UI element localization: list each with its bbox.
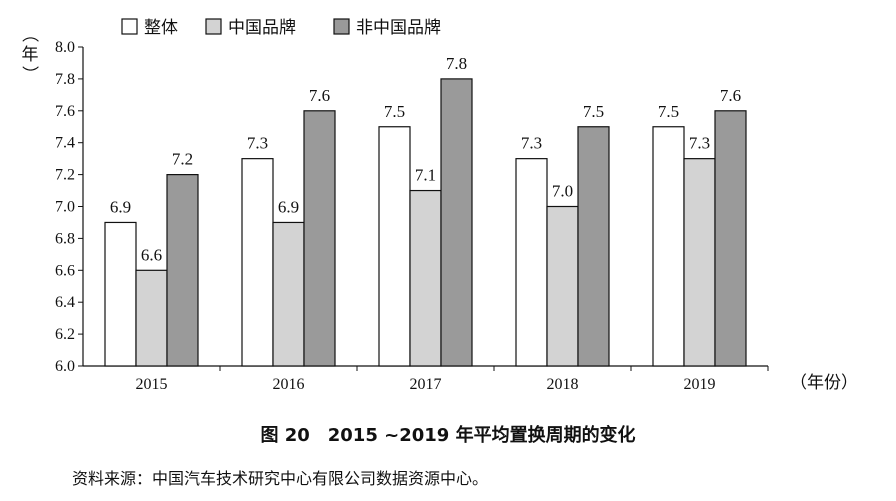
chart-title: 图 20 2015 ~2019 年平均置换周期的变化 [260, 425, 636, 446]
data-label: 7.5 [658, 102, 679, 121]
data-label: 7.3 [689, 134, 710, 153]
data-label: 7.5 [384, 102, 405, 121]
data-label: 7.8 [446, 54, 467, 73]
y-tick-label: 6.6 [55, 262, 75, 279]
x-tick-label: 2016 [273, 376, 305, 393]
data-label: 6.9 [278, 197, 299, 216]
bar [135, 269, 168, 367]
legend-label: 非中国品牌 [356, 18, 441, 38]
y-axis-unit-char: （ [19, 26, 39, 43]
bar [714, 110, 747, 367]
bar [166, 174, 199, 367]
bar [241, 158, 274, 367]
data-label: 6.6 [141, 245, 162, 264]
y-tick-label: 8.0 [55, 39, 75, 56]
data-label: 7.2 [172, 150, 193, 169]
x-tick-label: 2018 [547, 376, 579, 393]
bar [515, 158, 548, 367]
y-tick-label: 6.4 [55, 294, 75, 311]
data-label: 7.1 [415, 166, 436, 185]
bar [378, 126, 411, 367]
source-note: 资料来源：中国汽车技术研究中心有限公司数据资源中心。 [72, 469, 489, 488]
y-axis-unit-char: 年 [22, 45, 39, 65]
data-label: 7.0 [552, 182, 573, 201]
x-tick-label: 2019 [684, 376, 716, 393]
data-label: 7.6 [309, 86, 330, 105]
data-label: 6.9 [110, 197, 131, 216]
legend-label: 整体 [144, 18, 178, 38]
y-tick-label: 7.2 [55, 167, 75, 184]
x-axis-unit: （年份） [790, 373, 858, 393]
x-tick-label: 2015 [136, 376, 168, 393]
bar [303, 110, 336, 367]
bar [409, 189, 442, 367]
legend-swatch [121, 18, 138, 35]
bar [652, 126, 685, 367]
data-label: 7.6 [720, 86, 741, 105]
data-label: 7.3 [247, 134, 268, 153]
legend-label: 中国品牌 [228, 18, 296, 38]
y-tick-label: 6.8 [55, 230, 75, 247]
legend-swatch [333, 18, 350, 35]
bar [577, 126, 610, 367]
bar [440, 78, 473, 367]
y-tick-label: 6.2 [55, 326, 75, 343]
y-tick-label: 7.0 [55, 199, 75, 216]
legend-swatch [205, 18, 222, 35]
data-label: 7.3 [521, 134, 542, 153]
y-tick-label: 7.8 [55, 71, 75, 88]
x-tick-label: 2017 [410, 376, 442, 393]
y-tick-label: 7.4 [55, 135, 75, 152]
y-axis-unit-char: ） [19, 66, 39, 83]
bar [683, 158, 716, 367]
bar-chart: 6.0 6.2 6.4 6.6 6.8 7.0 7.2 7.4 7.6 7.8 8.0 （ 年） （年份）… [19, 18, 858, 393]
y-tick-label: 6.0 [55, 358, 75, 375]
bar [546, 205, 579, 367]
y-tick-label: 7.6 [55, 103, 75, 120]
bar [272, 221, 305, 367]
bar [104, 221, 137, 367]
data-label: 7.5 [583, 102, 604, 121]
